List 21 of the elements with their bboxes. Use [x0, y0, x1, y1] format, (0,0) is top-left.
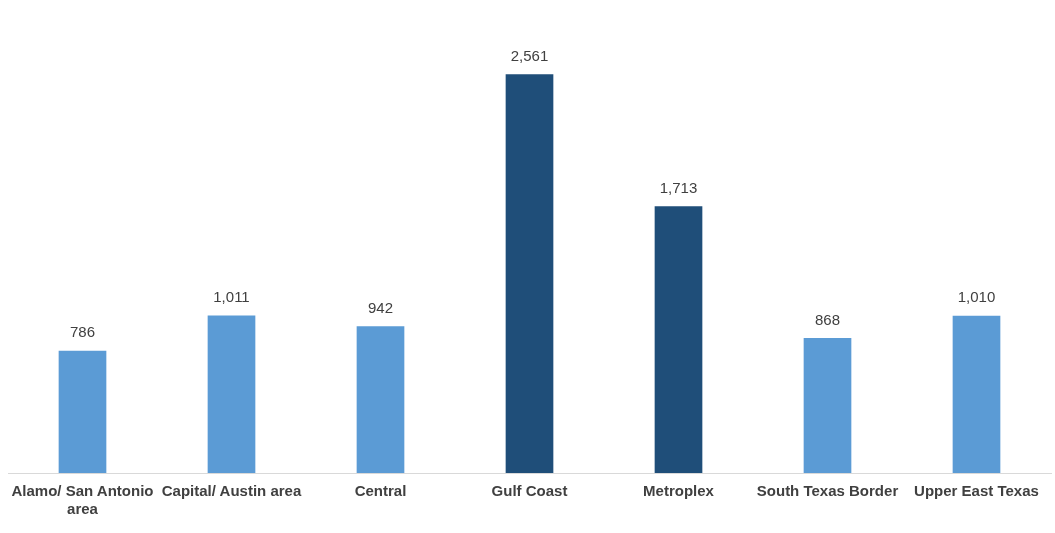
bar: [952, 315, 1001, 473]
x-tick-label: South Texas Border: [756, 482, 899, 500]
x-tick-label: Alamo/ San Antonio area: [11, 482, 154, 518]
bar: [356, 326, 405, 473]
bar: [505, 74, 554, 473]
data-label: 942: [367, 299, 394, 316]
data-label: 2,561: [510, 46, 549, 64]
data-label: 1,713: [659, 178, 698, 196]
x-tick-label: Upper East Texas: [914, 482, 1039, 500]
x-tick-label: Central: [354, 482, 407, 500]
x-tick-label: Capital/ Austin area: [161, 482, 302, 500]
bar: [58, 350, 107, 473]
data-label: 1,010: [957, 288, 996, 306]
bar: [207, 315, 256, 473]
x-tick-label: Metroplex: [643, 482, 715, 500]
bar: [654, 206, 703, 473]
data-label: 868: [814, 310, 841, 328]
data-label: 1,011: [213, 288, 250, 306]
data-label: 786: [69, 323, 96, 341]
bar: [803, 337, 852, 473]
x-tick-label: Gulf Coast: [491, 482, 568, 500]
